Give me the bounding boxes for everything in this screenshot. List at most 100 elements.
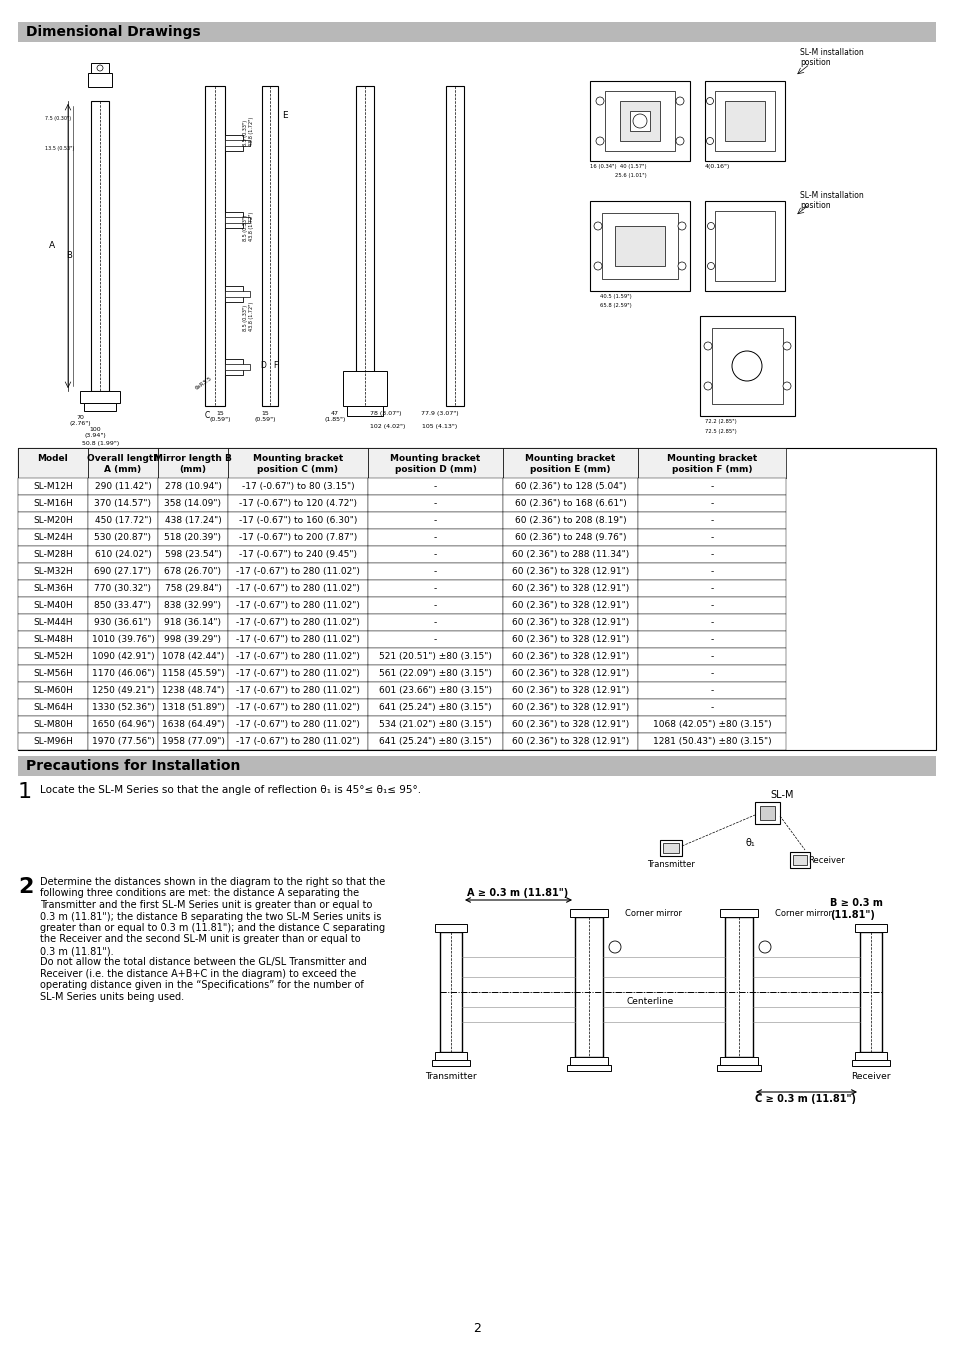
- Bar: [88, 733, 158, 751]
- Text: -17 (-0.67") to 280 (11.02"): -17 (-0.67") to 280 (11.02"): [235, 703, 359, 711]
- Circle shape: [782, 382, 790, 390]
- Text: 1318 (51.89"): 1318 (51.89"): [161, 703, 224, 711]
- Bar: [368, 529, 502, 545]
- Text: SL-M60H: SL-M60H: [33, 686, 72, 695]
- Text: 1970 (77.56"): 1970 (77.56"): [91, 737, 154, 747]
- Text: following three conditions are met: the distance A separating the: following three conditions are met: the …: [40, 888, 358, 899]
- Text: SL-M32H: SL-M32H: [33, 567, 72, 576]
- Bar: [18, 614, 88, 630]
- Text: SL-M36H: SL-M36H: [33, 585, 72, 593]
- Bar: [368, 512, 502, 529]
- Text: -17 (-0.67") to 240 (9.45"): -17 (-0.67") to 240 (9.45"): [239, 549, 356, 559]
- Bar: [720, 1057, 758, 1065]
- Text: 358 (14.09"): 358 (14.09"): [164, 500, 221, 508]
- Text: 770 (30.32"): 770 (30.32"): [94, 585, 152, 593]
- Bar: [88, 495, 158, 512]
- Bar: [638, 597, 785, 614]
- Text: SL-M16H: SL-M16H: [33, 500, 72, 508]
- Bar: [18, 545, 88, 563]
- Text: 8.5 (0.33")
43.8 (1.72"): 8.5 (0.33") 43.8 (1.72"): [243, 212, 253, 242]
- Text: 1250 (49.21"): 1250 (49.21"): [91, 686, 154, 695]
- Text: SL-M40H: SL-M40H: [33, 601, 72, 610]
- Text: 7.5 (0.30"): 7.5 (0.30"): [45, 116, 71, 122]
- Text: -17 (-0.67") to 280 (11.02"): -17 (-0.67") to 280 (11.02"): [235, 618, 359, 626]
- Bar: [368, 478, 502, 495]
- Bar: [18, 733, 88, 751]
- Text: 518 (20.39"): 518 (20.39"): [164, 533, 221, 541]
- Bar: [569, 1057, 607, 1065]
- Text: 25.6 (1.01"): 25.6 (1.01"): [615, 173, 646, 178]
- Text: -: -: [434, 585, 436, 593]
- Bar: [88, 478, 158, 495]
- Bar: [569, 909, 607, 917]
- Bar: [368, 597, 502, 614]
- Bar: [355, 86, 374, 406]
- Circle shape: [97, 65, 103, 72]
- Text: -17 (-0.67") to 280 (11.02"): -17 (-0.67") to 280 (11.02"): [235, 652, 359, 662]
- Text: SL-M: SL-M: [769, 790, 793, 801]
- Text: 370 (14.57"): 370 (14.57"): [94, 500, 152, 508]
- Text: 930 (36.61"): 930 (36.61"): [94, 618, 152, 626]
- Text: -: -: [434, 482, 436, 491]
- Text: SL-M64H: SL-M64H: [33, 703, 72, 711]
- Bar: [435, 923, 467, 932]
- Bar: [225, 364, 250, 370]
- Bar: [502, 699, 638, 716]
- Text: 1: 1: [18, 782, 32, 802]
- Text: SL-M52H: SL-M52H: [33, 652, 72, 662]
- Bar: [638, 648, 785, 666]
- Bar: [502, 733, 638, 751]
- Text: 60 (2.36") to 248 (9.76"): 60 (2.36") to 248 (9.76"): [515, 533, 625, 541]
- Text: 8.5 (0.33")
43.8 (1.72"): 8.5 (0.33") 43.8 (1.72"): [243, 116, 253, 146]
- Text: 2: 2: [18, 878, 33, 896]
- Circle shape: [731, 351, 761, 381]
- Text: greater than or equal to 0.3 m (11.81"); and the distance C separating: greater than or equal to 0.3 m (11.81");…: [40, 923, 385, 933]
- Text: C: C: [205, 410, 210, 420]
- Text: -: -: [434, 533, 436, 541]
- Bar: [439, 931, 461, 1052]
- Text: 641 (25.24") ±80 (3.15"): 641 (25.24") ±80 (3.15"): [378, 737, 492, 747]
- Bar: [619, 101, 659, 140]
- Bar: [575, 917, 602, 1057]
- Bar: [502, 512, 638, 529]
- Text: SL-M48H: SL-M48H: [33, 634, 72, 644]
- Bar: [502, 448, 638, 478]
- Bar: [638, 545, 785, 563]
- Text: 1958 (77.09"): 1958 (77.09"): [161, 737, 224, 747]
- Bar: [18, 716, 88, 733]
- Bar: [368, 699, 502, 716]
- Text: 60 (2.36") to 328 (12.91"): 60 (2.36") to 328 (12.91"): [512, 618, 628, 626]
- Text: 450 (17.72"): 450 (17.72"): [94, 516, 152, 525]
- Bar: [502, 630, 638, 648]
- Text: -17 (-0.67") to 280 (11.02"): -17 (-0.67") to 280 (11.02"): [235, 720, 359, 729]
- Bar: [859, 931, 882, 1052]
- Text: 601 (23.66") ±80 (3.15"): 601 (23.66") ±80 (3.15"): [378, 686, 492, 695]
- Bar: [502, 563, 638, 580]
- Text: B ≥ 0.3 m
(11.81"): B ≥ 0.3 m (11.81"): [829, 898, 882, 919]
- Circle shape: [678, 262, 685, 270]
- Text: 290 (11.42"): 290 (11.42"): [94, 482, 152, 491]
- Bar: [225, 217, 250, 223]
- Text: -17 (-0.67") to 200 (7.87"): -17 (-0.67") to 200 (7.87"): [238, 533, 356, 541]
- Text: SL-M installation: SL-M installation: [800, 49, 862, 57]
- Text: 50.8 (1.99"): 50.8 (1.99"): [82, 441, 119, 446]
- Text: (mm): (mm): [179, 464, 206, 474]
- Bar: [262, 86, 277, 406]
- Circle shape: [703, 342, 711, 350]
- Bar: [18, 22, 935, 42]
- Bar: [368, 733, 502, 751]
- Text: Do not allow the total distance between the GL/SL Transmitter and: Do not allow the total distance between …: [40, 957, 366, 968]
- Bar: [225, 212, 243, 228]
- Bar: [18, 682, 88, 699]
- Bar: [502, 545, 638, 563]
- Bar: [714, 211, 774, 281]
- Bar: [638, 512, 785, 529]
- Text: D: D: [260, 360, 266, 370]
- Text: SL-M24H: SL-M24H: [33, 533, 72, 541]
- Bar: [158, 529, 228, 545]
- Bar: [228, 478, 368, 495]
- Text: 521 (20.51") ±80 (3.15"): 521 (20.51") ±80 (3.15"): [378, 652, 492, 662]
- Text: SL-M44H: SL-M44H: [33, 618, 72, 626]
- Bar: [18, 597, 88, 614]
- Circle shape: [594, 262, 601, 270]
